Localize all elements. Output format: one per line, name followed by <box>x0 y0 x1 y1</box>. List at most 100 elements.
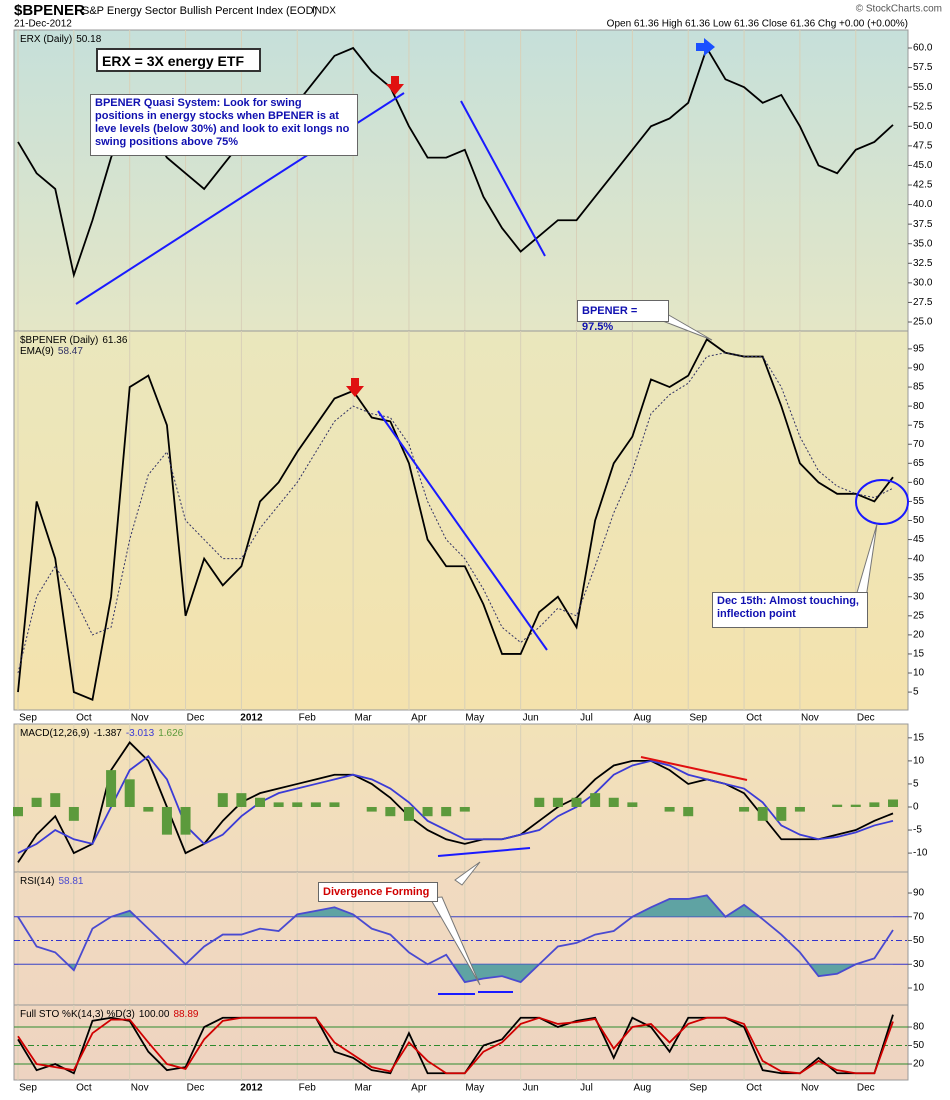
legend: RSI(14) 58.81 <box>20 876 84 887</box>
histogram-bar <box>441 806 452 817</box>
y-tick-label: 10 <box>913 983 925 994</box>
x-tick-label: 2012 <box>240 1083 263 1094</box>
x-tick-label: Feb <box>299 1083 317 1094</box>
y-tick-label: 37.5 <box>913 219 933 230</box>
series-line <box>17 352 894 674</box>
y-tick-label: 50 <box>913 515 925 526</box>
x-tick-label: Dec <box>187 713 205 724</box>
x-tick-label: Oct <box>746 713 762 724</box>
histogram-bar <box>869 802 880 807</box>
rsi-fill-above <box>111 895 760 917</box>
y-tick-label: 45 <box>913 534 925 545</box>
trend-line <box>640 756 748 781</box>
trend-line <box>460 100 546 257</box>
histogram-bar <box>106 770 117 807</box>
x-tick-label: Nov <box>131 1083 149 1094</box>
x-tick-label: Aug <box>633 713 651 724</box>
y-tick-label: 5 <box>913 687 919 698</box>
y-tick-label: 42.5 <box>913 180 933 191</box>
y-tick-label: 40.0 <box>913 199 933 210</box>
y-tick-label: 15 <box>913 732 925 743</box>
y-tick-label: 0 <box>913 802 919 813</box>
panel-background <box>13 330 909 711</box>
y-tick-label: 30 <box>913 591 925 602</box>
y-tick-label: 80 <box>913 401 925 412</box>
x-tick-label: Jun <box>523 1083 539 1094</box>
panels: 25.0 27.5 30.0 32.5 35.0 37.5 40.0 42.5 45.0 47.5… <box>13 29 933 1094</box>
annotation: BPENER Quasi System: Look for swing posi… <box>90 94 358 156</box>
arrow <box>386 76 404 95</box>
histogram-bar <box>534 797 545 807</box>
histogram-bar <box>273 802 284 807</box>
x-tick-label: Apr <box>411 713 427 724</box>
trend-line <box>437 847 531 857</box>
legend-value: -1.387 <box>93 728 122 739</box>
x-tick-label: Nov <box>131 713 149 724</box>
y-tick-label: 50 <box>913 1040 925 1051</box>
x-tick-label: Aug <box>633 1083 651 1094</box>
legend: MACD(12,26,9) -1.387 -3.013 1.626 <box>20 728 184 739</box>
legend: EMA(9) 58.47 <box>20 346 83 357</box>
series-line <box>17 755 894 854</box>
histogram-bar <box>50 793 61 807</box>
y-tick-label: 57.5 <box>913 62 933 73</box>
panel-background <box>13 29 909 332</box>
histogram-bar <box>31 797 42 807</box>
y-tick-label: 60.0 <box>913 43 933 54</box>
y-tick-label: 20 <box>913 630 925 641</box>
x-tick-label: May <box>465 713 484 724</box>
legend-name: Full STO %K(14,3) %D(3) <box>20 1009 135 1020</box>
histogram-bar <box>459 806 470 812</box>
histogram-bar <box>739 806 750 812</box>
legend-name: ERX (Daily) <box>20 34 72 45</box>
series-line <box>17 741 894 863</box>
histogram-bar <box>68 806 79 821</box>
histogram-bar <box>236 793 247 807</box>
y-tick-label: 27.5 <box>913 297 933 308</box>
x-tick-label: 2012 <box>240 713 263 724</box>
legend-name: $BPENER (Daily) <box>20 335 98 346</box>
x-tick-label: Oct <box>76 1083 92 1094</box>
y-tick-label: 35.0 <box>913 238 933 249</box>
date: 21-Dec-2012 <box>14 19 72 30</box>
histogram-bar <box>124 779 135 807</box>
histogram-bar <box>571 797 582 807</box>
x-tick-label: Nov <box>801 1083 819 1094</box>
y-tick-label: 65 <box>913 458 925 469</box>
legend-name: MACD(12,26,9) <box>20 728 89 739</box>
histogram-bar <box>255 797 266 807</box>
x-tick-label: Jun <box>523 713 539 724</box>
annotation: BPENER = 97.5% <box>577 300 669 333</box>
y-tick-label: 55.0 <box>913 82 933 93</box>
y-tick-label: 85 <box>913 382 925 393</box>
histogram-bar <box>385 806 396 817</box>
histogram-bar <box>329 802 340 807</box>
histogram-bar <box>664 806 675 812</box>
highlight-circle <box>855 479 909 525</box>
histogram-bar <box>757 806 768 821</box>
legend-name: EMA(9) <box>20 346 54 357</box>
x-tick-label: Feb <box>299 713 317 724</box>
x-tick-label: Apr <box>411 1083 427 1094</box>
y-tick-label: 60 <box>913 477 925 488</box>
x-tick-label: Dec <box>857 713 875 724</box>
x-tick-label: Nov <box>801 713 819 724</box>
y-tick-label: 90 <box>913 888 925 899</box>
y-tick-label: 10 <box>913 756 925 767</box>
y-tick-label: -5 <box>913 825 922 836</box>
histogram-bar <box>422 806 433 817</box>
y-tick-label: 20 <box>913 1059 925 1070</box>
histogram-bar <box>776 806 787 821</box>
y-tick-label: 75 <box>913 420 925 431</box>
y-tick-label: 30 <box>913 959 925 970</box>
legend-value: 100.00 <box>139 1009 170 1020</box>
histogram-bar <box>180 806 191 835</box>
x-tick-label: Mar <box>354 1083 372 1094</box>
legend-value: 61.36 <box>102 335 127 346</box>
y-tick-label: 35 <box>913 572 925 583</box>
y-tick-label: 90 <box>913 363 925 374</box>
y-tick-label: 10 <box>913 668 925 679</box>
x-tick-label: Oct <box>746 1083 762 1094</box>
histogram-bar <box>292 802 303 807</box>
y-tick-label: 50 <box>913 935 925 946</box>
